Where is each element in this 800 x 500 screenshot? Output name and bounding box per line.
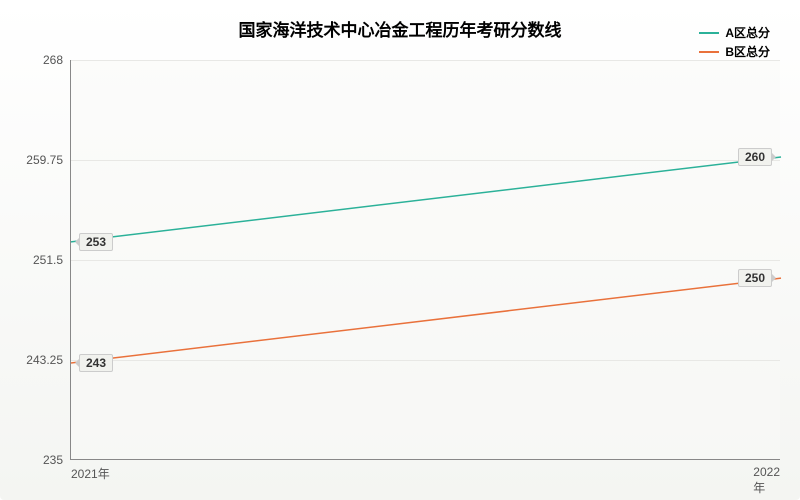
legend: A区总分 B区总分 <box>699 24 770 62</box>
grid-line <box>71 60 780 61</box>
grid-line <box>71 160 780 161</box>
legend-item-a: A区总分 <box>699 24 770 41</box>
legend-label-b: B区总分 <box>725 43 770 60</box>
y-axis-label: 268 <box>43 53 71 67</box>
x-axis-label: 2021年 <box>71 459 110 482</box>
legend-item-b: B区总分 <box>699 43 770 60</box>
chart-container: 国家海洋技术中心冶金工程历年考研分数线 A区总分 B区总分 235 243.25 2… <box>0 0 800 500</box>
grid-line <box>71 360 780 361</box>
legend-label-a: A区总分 <box>725 24 770 41</box>
series-line-a <box>71 157 781 242</box>
legend-swatch-a <box>699 32 719 34</box>
plot-area: 235243.25251.5259.752682021年2022年2532602… <box>70 60 780 460</box>
legend-swatch-b <box>699 51 719 53</box>
grid-line <box>71 260 780 261</box>
series-line-b <box>71 278 781 363</box>
y-axis-label: 259.75 <box>26 153 71 167</box>
chart-title: 国家海洋技术中心冶金工程历年考研分数线 <box>239 16 562 41</box>
y-axis-label: 243.25 <box>26 353 71 367</box>
value-flag: 260 <box>738 148 772 166</box>
value-flag: 250 <box>738 269 772 287</box>
y-axis-label: 235 <box>43 453 71 467</box>
value-flag: 243 <box>79 354 113 372</box>
y-axis-label: 251.5 <box>33 253 71 267</box>
value-flag: 253 <box>79 233 113 251</box>
x-axis-label: 2022年 <box>753 459 780 496</box>
